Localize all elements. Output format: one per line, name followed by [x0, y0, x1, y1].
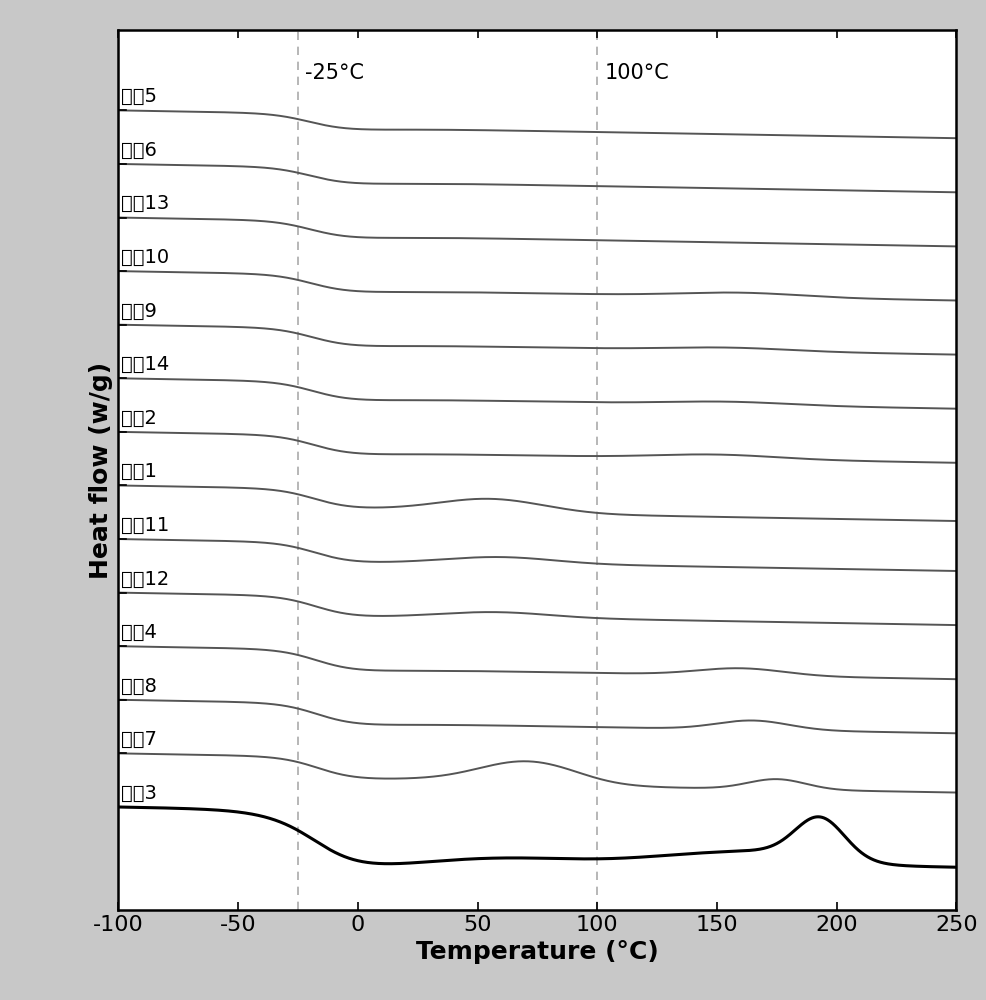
Text: 实掕13: 实掕13	[120, 194, 169, 213]
Y-axis label: Heat flow (w/g): Heat flow (w/g)	[89, 361, 112, 579]
Text: 实料6: 实料6	[120, 141, 157, 160]
Text: 实料8: 实料8	[120, 677, 157, 696]
Text: 实料4: 实料4	[120, 623, 157, 642]
Text: 实料3: 实料3	[120, 784, 157, 803]
Text: 实料9: 实料9	[120, 302, 157, 321]
Text: 实掕14: 实掕14	[120, 355, 169, 374]
Text: 实料1: 实料1	[120, 462, 157, 481]
Text: 实掕12: 实掕12	[120, 569, 169, 588]
Text: 实掕10: 实掕10	[120, 248, 169, 267]
Text: -25°C: -25°C	[305, 63, 364, 83]
Text: 实料5: 实料5	[120, 87, 157, 106]
Text: 100°C: 100°C	[604, 63, 669, 83]
Text: 实料7: 实料7	[120, 730, 157, 749]
Text: 实掕11: 实掕11	[120, 516, 169, 535]
X-axis label: Temperature (°C): Temperature (°C)	[416, 940, 659, 964]
Text: 实料2: 实料2	[120, 409, 157, 428]
